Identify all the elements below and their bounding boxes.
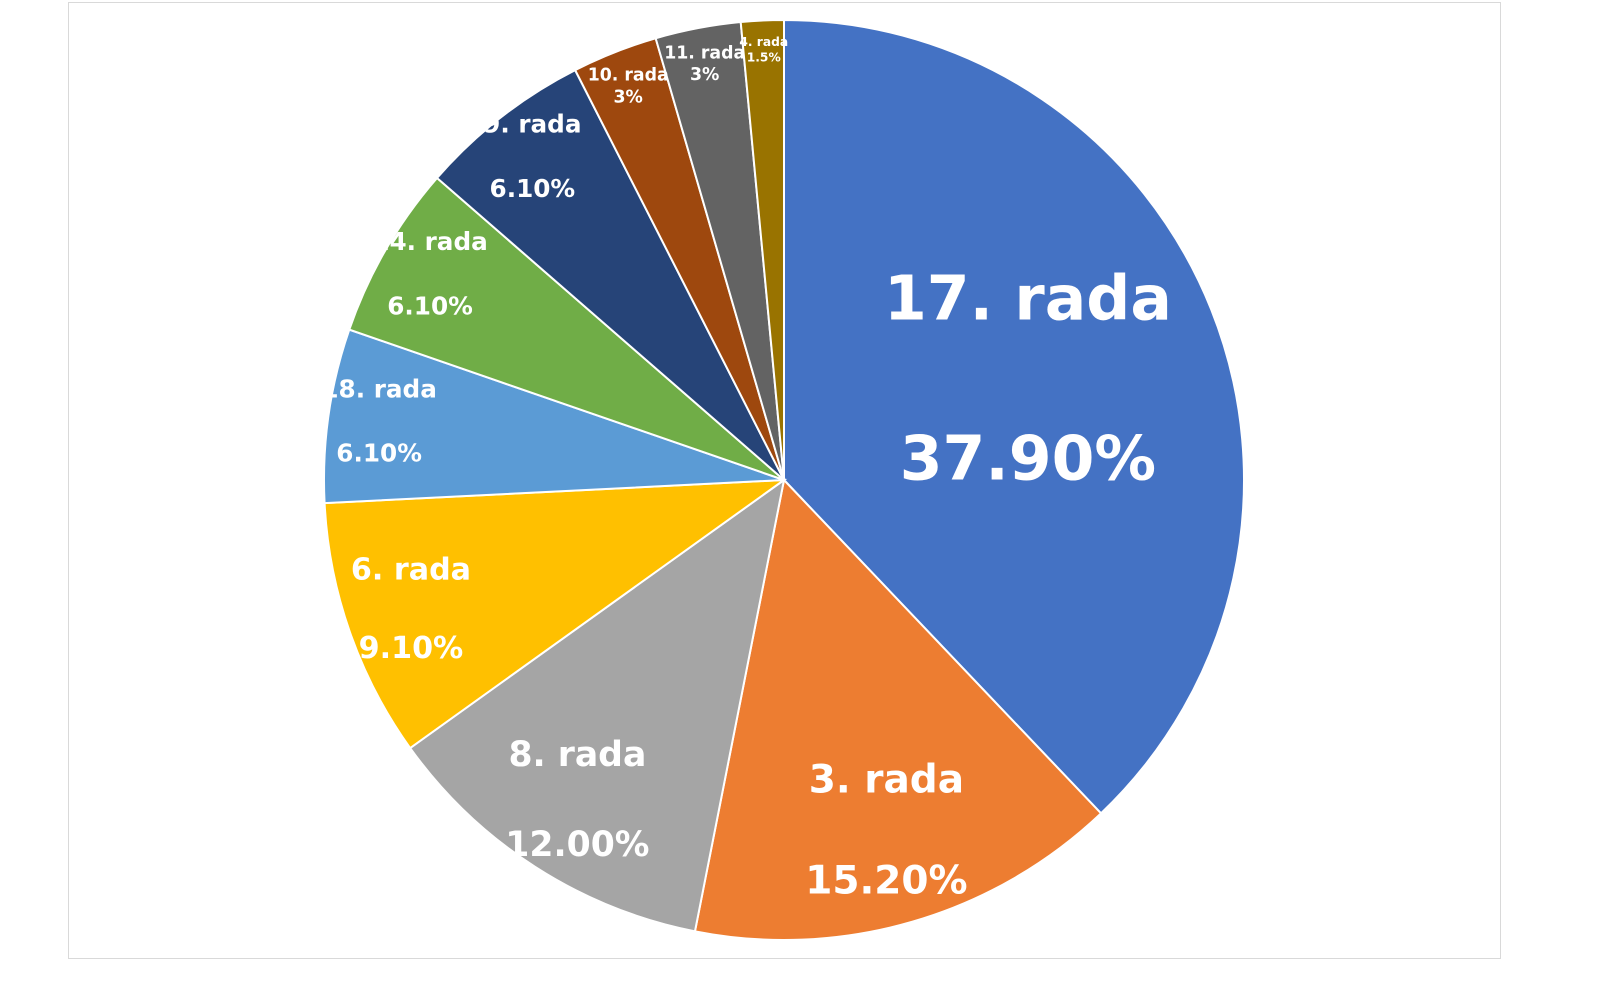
slice-label: 9. rada: [483, 110, 581, 139]
slice-value-label: 3%: [690, 65, 719, 85]
slice-label: 8. rada: [508, 735, 646, 775]
pie-slice: [323, 478, 788, 750]
pie-slice: [693, 477, 1103, 941]
slice-label: 10. rada: [588, 66, 669, 86]
slice-value-label: 15.20%: [805, 859, 967, 904]
pie-slice: [347, 176, 785, 481]
pie-slice: [435, 68, 785, 481]
slice-value-label: 1.5%: [747, 51, 781, 65]
slice-value-label: 6.10%: [490, 174, 576, 203]
slice-label: 11. rada: [664, 43, 745, 63]
slice-value-label: 6.10%: [387, 291, 473, 320]
pie-slice: [783, 18, 1245, 815]
slice-label: 18. rada: [321, 374, 437, 403]
slice-label: 4. rada: [739, 35, 788, 49]
slice-value-label: 12.00%: [505, 825, 649, 865]
slice-label: 3. rada: [809, 757, 964, 802]
slice-label: 6. rada: [351, 553, 471, 588]
slice-value-label: 6.10%: [336, 438, 422, 467]
slice-value-label: 9.10%: [359, 631, 464, 666]
pie-slice: [323, 328, 785, 505]
pie-slice: [739, 18, 785, 481]
slice-value-label: 3%: [614, 87, 643, 107]
pie-slice: [408, 477, 786, 933]
slice-label: 17. rada: [884, 263, 1172, 335]
slice-label: 14. rada: [372, 227, 488, 256]
slice-value-label: 37.90%: [900, 423, 1156, 495]
